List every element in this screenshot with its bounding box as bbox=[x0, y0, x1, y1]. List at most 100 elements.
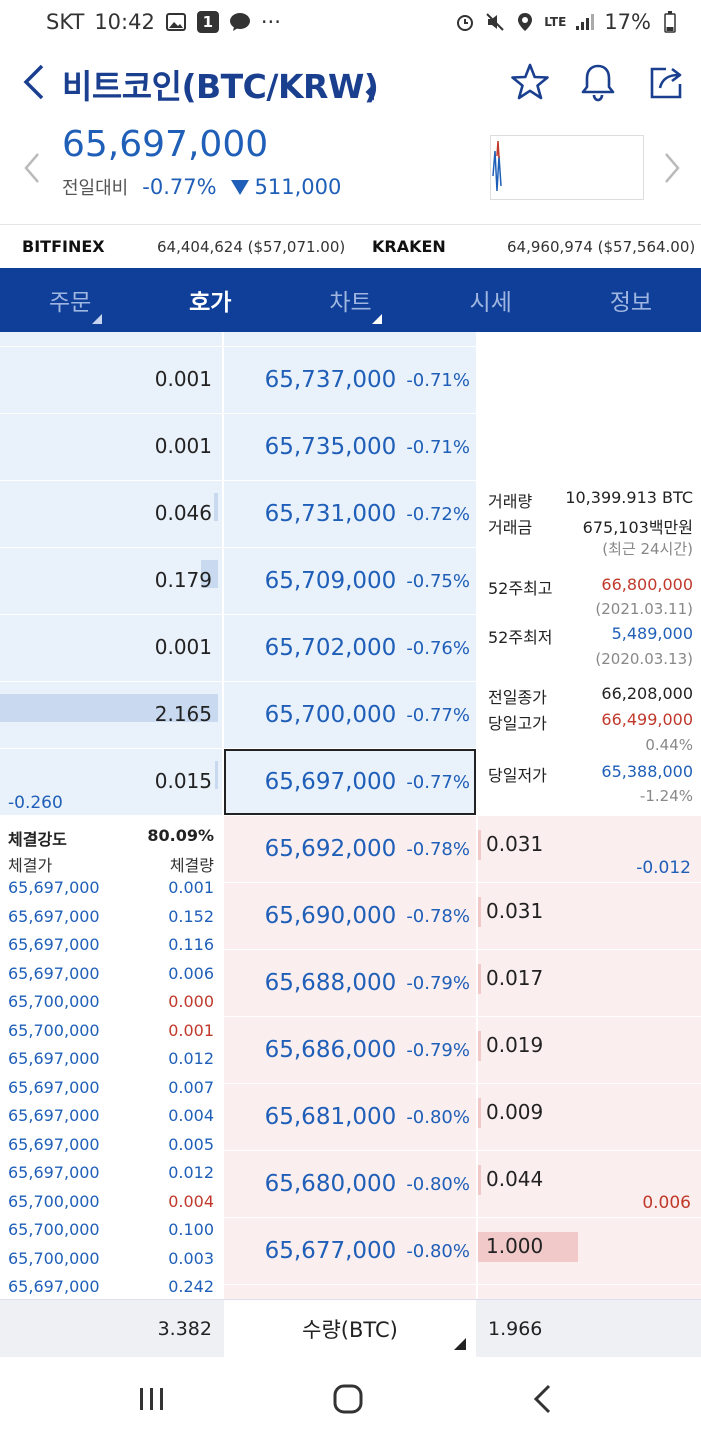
exchange-name: BITFINEX bbox=[22, 237, 105, 256]
info-amount: 거래금 675,103백만원 bbox=[488, 514, 693, 538]
trade-row: 65,697,000 0.012 bbox=[8, 1163, 214, 1182]
mini-chart[interactable] bbox=[490, 135, 644, 200]
clock: 10:42 bbox=[94, 10, 155, 34]
coin-title[interactable]: 비트코인(BTC/KRW) bbox=[62, 67, 379, 106]
bid-qty-cell: 0.009 bbox=[478, 1084, 701, 1150]
prev-coin-arrow-icon[interactable] bbox=[22, 150, 42, 186]
trade-row: 65,697,000 0.001 bbox=[8, 878, 214, 897]
ask-percent: -0.71% bbox=[406, 436, 470, 458]
ask-percent: -0.77% bbox=[406, 704, 470, 726]
bid-qty-bar bbox=[478, 1232, 578, 1262]
info-day-high-pct: 0.44% bbox=[645, 736, 693, 754]
unit-selector[interactable]: 수량(BTC) bbox=[224, 1300, 476, 1358]
bid-percent: -0.80% bbox=[406, 1240, 470, 1262]
ask-price-cell[interactable]: 65,737,000 -0.71% bbox=[224, 347, 476, 413]
bid-price-cell[interactable]: 65,680,000 -0.80% bbox=[224, 1151, 476, 1217]
trade-price: 65,697,000 bbox=[8, 907, 100, 926]
share-icon[interactable] bbox=[644, 60, 688, 104]
back-nav-icon[interactable] bbox=[524, 1379, 564, 1419]
bid-price-cell[interactable]: 65,677,000 -0.80% bbox=[224, 1218, 476, 1284]
bid-qty: 0.031 bbox=[486, 832, 544, 856]
trade-qty-header: 체결량 bbox=[169, 856, 214, 875]
trade-price: 65,700,000 bbox=[8, 992, 100, 1011]
bid-qty-bar bbox=[478, 897, 481, 927]
bid-row[interactable]: 65,688,000 -0.79% 0.017 bbox=[0, 950, 701, 1016]
trade-row: 65,697,000 0.006 bbox=[8, 964, 214, 983]
bid-qty: 0.044 bbox=[486, 1167, 544, 1191]
back-arrow-icon[interactable] bbox=[18, 62, 48, 102]
ask-price: 65,700,000 bbox=[264, 702, 397, 728]
exchange-value: 64,404,624 ($57,071.00) bbox=[157, 237, 346, 256]
ask-row[interactable]: 0.001 65,735,000 -0.71% bbox=[0, 414, 701, 480]
bid-price: 65,677,000 bbox=[264, 1238, 397, 1264]
tab-chart[interactable]: 차트 bbox=[280, 268, 420, 332]
ask-row[interactable]: 2.165 65,700,000 -0.77% bbox=[0, 682, 701, 748]
ask-price-cell[interactable]: 65,700,000 -0.77% bbox=[224, 682, 476, 748]
info-52w-low-date: (2020.03.13) bbox=[595, 650, 693, 668]
bid-percent: -0.78% bbox=[406, 838, 470, 860]
bid-row[interactable]: 65,680,000 -0.80% 0.044 0.006 bbox=[0, 1151, 701, 1217]
bid-row[interactable]: 65,692,000 -0.78% 0.031 -0.012 bbox=[0, 816, 701, 882]
ask-qty-cell: 0.001 bbox=[0, 347, 222, 413]
ask-qty-cell: 0.179 bbox=[0, 548, 222, 614]
ask-qty-cell: 2.165 bbox=[0, 682, 222, 748]
bid-price-cell[interactable]: 65,688,000 -0.79% bbox=[224, 950, 476, 1016]
trade-price: 65,697,000 bbox=[8, 964, 100, 983]
trade-strength-label: 체결강도 bbox=[8, 830, 67, 849]
ask-row[interactable]: 0.015 -0.260 65,697,000 -0.77% bbox=[0, 749, 701, 815]
bid-row[interactable]: 65,686,000 -0.79% 0.019 bbox=[0, 1017, 701, 1083]
ask-row[interactable]: 0.001 65,737,000 -0.71% bbox=[0, 347, 701, 413]
notification-badge-icon: 1 bbox=[196, 11, 219, 33]
bid-delta: -0.012 bbox=[636, 858, 691, 878]
home-icon[interactable] bbox=[328, 1379, 368, 1419]
info-label: 52주최고 bbox=[488, 579, 553, 598]
down-triangle-icon bbox=[230, 179, 249, 195]
ask-row[interactable]: 0.001 65,702,000 -0.76% bbox=[0, 615, 701, 681]
ask-percent: -0.76% bbox=[406, 637, 470, 659]
ask-qty: 0.001 bbox=[154, 434, 212, 458]
tab-label: 시세 bbox=[469, 290, 512, 316]
trade-price-header: 체결가 bbox=[8, 856, 53, 875]
bid-row[interactable]: 65,690,000 -0.78% 0.031 bbox=[0, 883, 701, 949]
trade-qty: 0.004 bbox=[168, 1192, 214, 1211]
bid-qty: 0.009 bbox=[486, 1100, 544, 1124]
trade-row: 65,697,000 0.004 bbox=[8, 1106, 214, 1125]
bid-qty-bar bbox=[478, 1098, 481, 1128]
bid-price-cell[interactable]: 65,686,000 -0.79% bbox=[224, 1017, 476, 1083]
alert-bell-icon[interactable] bbox=[576, 60, 620, 104]
ask-price-cell[interactable]: 65,702,000 -0.76% bbox=[224, 615, 476, 681]
trade-qty: 0.003 bbox=[168, 1249, 214, 1268]
bid-row[interactable]: 65,681,000 -0.80% 0.009 bbox=[0, 1084, 701, 1150]
bid-price-cell[interactable]: 65,692,000 -0.78% bbox=[224, 816, 476, 882]
tab-market[interactable]: 시세 bbox=[421, 268, 561, 332]
tab-info[interactable]: 정보 bbox=[561, 268, 701, 332]
ask-row[interactable]: 0.046 65,731,000 -0.72% bbox=[0, 481, 701, 547]
tab-order[interactable]: 주문 bbox=[0, 268, 140, 332]
current-price-cell[interactable]: 65,697,000 -0.77% bbox=[224, 749, 476, 815]
favorite-star-icon[interactable] bbox=[508, 60, 552, 104]
trade-row: 65,697,000 0.116 bbox=[8, 935, 214, 954]
bid-percent: -0.80% bbox=[406, 1173, 470, 1195]
info-value: 675,103백만원 bbox=[582, 518, 693, 537]
trade-qty: 0.152 bbox=[168, 907, 214, 926]
next-coin-arrow-icon[interactable] bbox=[662, 150, 682, 186]
mini-chart-sparkline bbox=[492, 140, 502, 192]
trade-price: 65,697,000 bbox=[8, 1277, 100, 1296]
info-period: (최근 24시간) bbox=[602, 540, 693, 558]
location-icon bbox=[514, 11, 536, 33]
bid-price-cell[interactable]: 65,690,000 -0.78% bbox=[224, 883, 476, 949]
bid-price-cell[interactable]: 65,681,000 -0.80% bbox=[224, 1084, 476, 1150]
gallery-icon bbox=[165, 11, 187, 33]
ask-row[interactable]: 0.179 65,709,000 -0.75% bbox=[0, 548, 701, 614]
battery-percent: 17% bbox=[604, 10, 651, 34]
bid-row[interactable]: 65,677,000 -0.80% 1.000 bbox=[0, 1218, 701, 1284]
section-tabs: 주문 호가 차트 시세 정보 bbox=[0, 268, 701, 332]
ask-price-cell[interactable]: 65,731,000 -0.72% bbox=[224, 481, 476, 547]
ask-price: 65,709,000 bbox=[264, 568, 397, 594]
ask-price-cell[interactable]: 65,709,000 -0.75% bbox=[224, 548, 476, 614]
tab-orderbook[interactable]: 호가 bbox=[140, 268, 383, 332]
trade-row: 65,700,000 0.003 bbox=[8, 1249, 214, 1268]
ask-price-cell[interactable]: 65,735,000 -0.71% bbox=[224, 414, 476, 480]
ask-price: 65,702,000 bbox=[264, 635, 397, 661]
recent-apps-icon[interactable] bbox=[131, 1379, 171, 1419]
